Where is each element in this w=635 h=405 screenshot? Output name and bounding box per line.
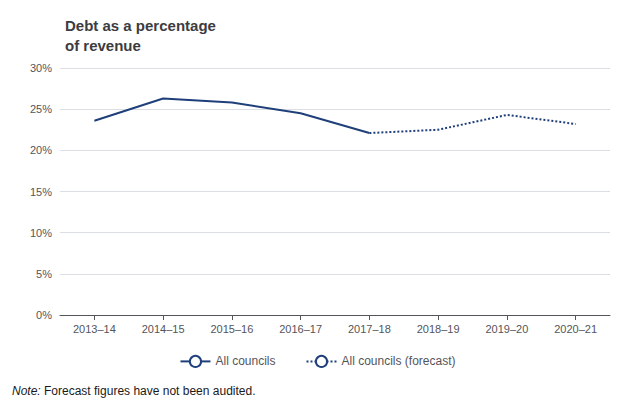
svg-text:2020–21: 2020–21 (554, 323, 597, 335)
svg-text:2018–19: 2018–19 (417, 323, 460, 335)
svg-text:Forecast figures have not been: Forecast figures have not been audited. (44, 384, 255, 398)
svg-text:All councils (forecast): All councils (forecast) (341, 354, 455, 368)
svg-text:Debt as a percentage: Debt as a percentage (65, 17, 216, 34)
svg-text:0%: 0% (36, 309, 52, 321)
svg-text:20%: 20% (30, 144, 52, 156)
svg-text:25%: 25% (30, 103, 52, 115)
svg-text:2014–15: 2014–15 (142, 323, 185, 335)
svg-text:2017–18: 2017–18 (348, 323, 391, 335)
svg-text:of revenue: of revenue (65, 37, 141, 54)
svg-text:15%: 15% (30, 186, 52, 198)
svg-text:Note:: Note: (12, 384, 41, 398)
svg-text:2013–14: 2013–14 (73, 323, 116, 335)
svg-text:All councils: All councils (215, 354, 275, 368)
svg-text:5%: 5% (36, 268, 52, 280)
svg-text:30%: 30% (30, 62, 52, 74)
svg-text:2015–16: 2015–16 (210, 323, 253, 335)
svg-text:2019–20: 2019–20 (485, 323, 528, 335)
svg-text:10%: 10% (30, 227, 52, 239)
svg-text:2016–17: 2016–17 (279, 323, 322, 335)
